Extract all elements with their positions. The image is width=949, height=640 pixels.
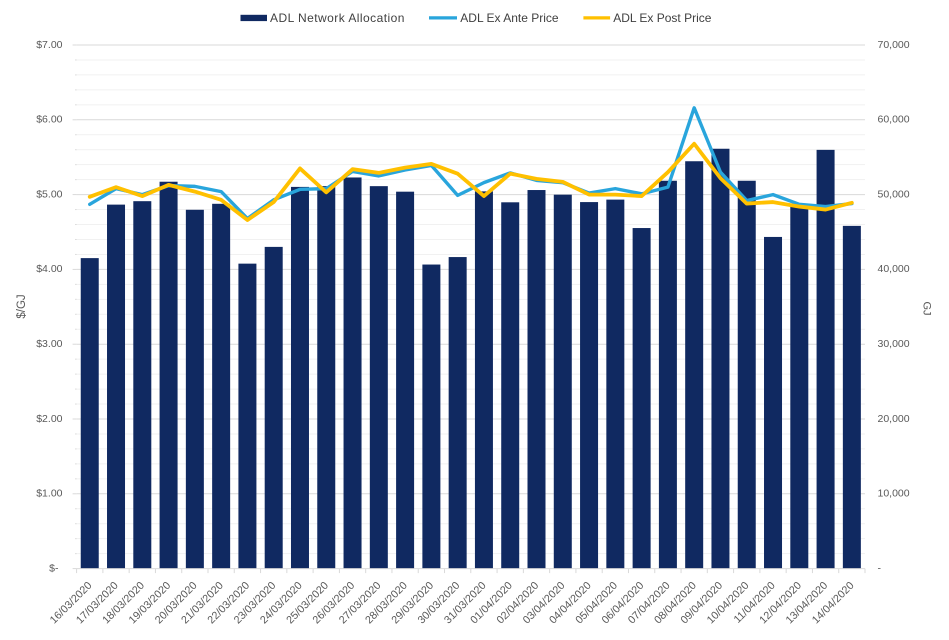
svg-text:60,000: 60,000: [878, 114, 910, 126]
svg-text:$6.00: $6.00: [36, 114, 62, 126]
svg-text:-: -: [878, 562, 882, 574]
svg-text:$7.00: $7.00: [36, 39, 62, 51]
svg-text:ADL Ex Post Price: ADL Ex Post Price: [613, 11, 712, 25]
svg-text:30,000: 30,000: [878, 338, 910, 350]
svg-text:GJ: GJ: [920, 301, 932, 315]
svg-text:ADL Ex Ante Price: ADL Ex Ante Price: [460, 11, 559, 25]
svg-text:50,000: 50,000: [878, 188, 910, 200]
svg-text:10,000: 10,000: [878, 488, 910, 500]
svg-text:$1.00: $1.00: [36, 488, 62, 500]
svg-text:$4.00: $4.00: [36, 263, 62, 275]
svg-text:70,000: 70,000: [878, 39, 910, 51]
svg-text:$-: $-: [49, 562, 59, 574]
svg-text:$3.00: $3.00: [36, 338, 62, 350]
svg-text:$/GJ: $/GJ: [16, 294, 28, 318]
svg-text:40,000: 40,000: [878, 263, 910, 275]
svg-text:ADL Network Allocation: ADL Network Allocation: [270, 11, 405, 25]
svg-text:$5.00: $5.00: [36, 188, 62, 200]
svg-text:20,000: 20,000: [878, 413, 910, 425]
svg-text:$2.00: $2.00: [36, 413, 62, 425]
